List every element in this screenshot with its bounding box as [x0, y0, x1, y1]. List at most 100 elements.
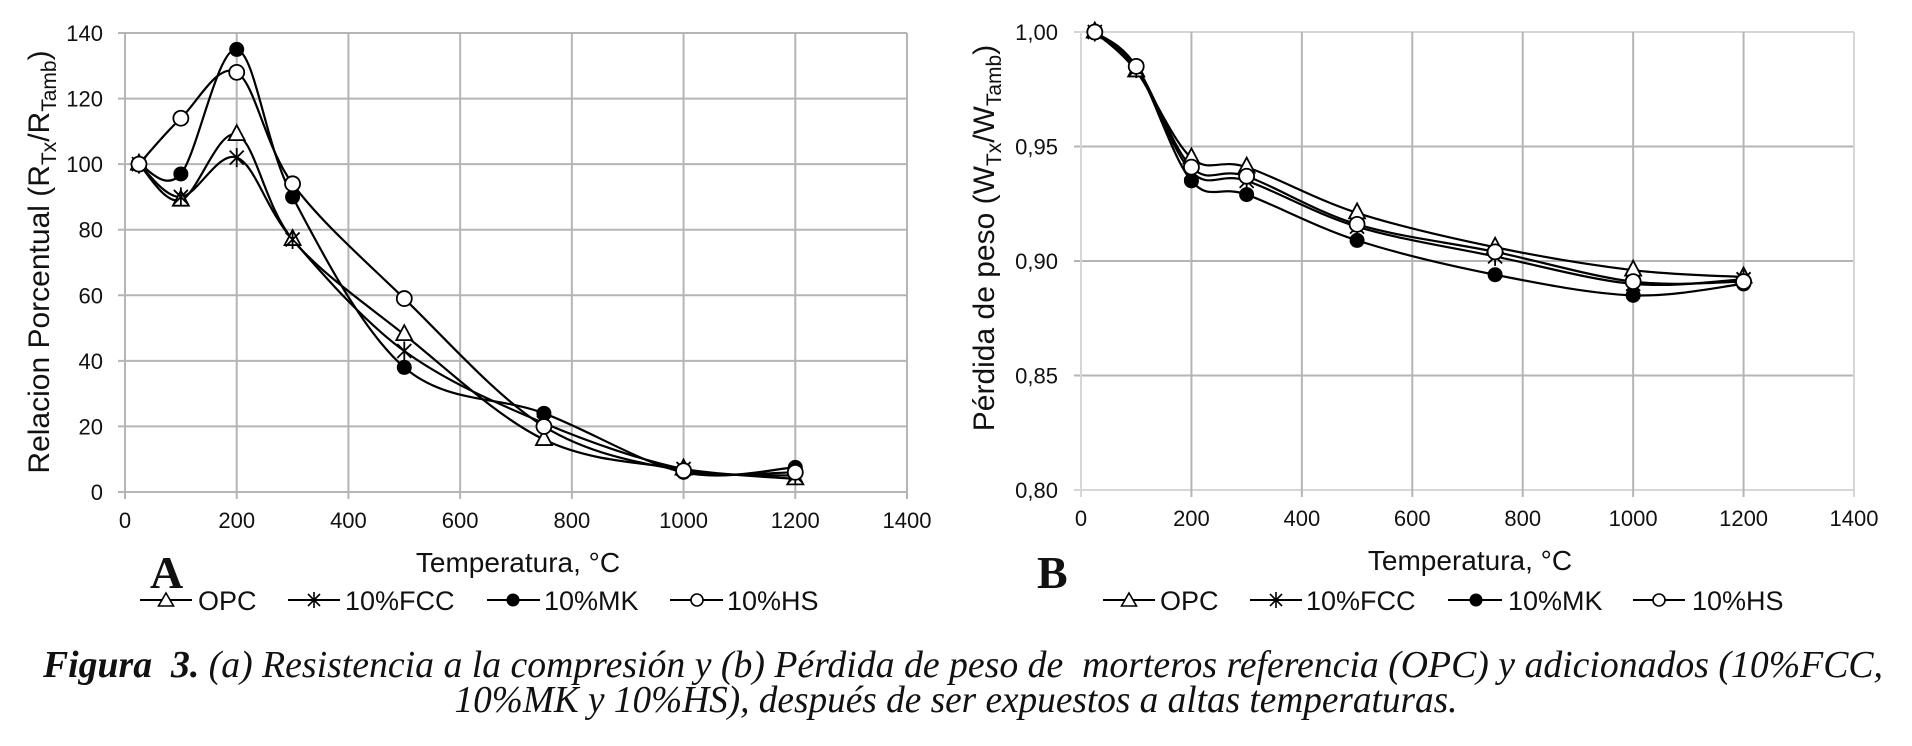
open-triangle-icon [534, 428, 554, 446]
y-tick-label: 140 [66, 21, 103, 46]
star-icon [284, 230, 301, 250]
y-title-main: Pérdida de peso (W [968, 165, 1001, 431]
marker-10hs-100 [1127, 57, 1145, 75]
x-tick-label: 200 [1173, 506, 1210, 531]
x-tick-label: 1000 [659, 508, 708, 533]
open-circle-icon [1624, 273, 1642, 291]
legend-item-10hs: 10%HS [1633, 586, 1784, 616]
chart-b-plot-area: 0 200 400 600 800 1000 1200 1400 0,80 0,85 0,90 0,9… [1015, 20, 1878, 531]
chart-a-x-axis-title: Temperatura, °C [416, 547, 620, 578]
open-circle-icon [228, 63, 246, 81]
legend-item-10mk: 10%MK [1448, 586, 1603, 616]
marker-opc-200 [227, 123, 247, 142]
marker-10fcc-300 [284, 230, 301, 250]
x-tick-label: 1200 [771, 508, 820, 533]
star-icon [173, 187, 189, 207]
series-markers [1085, 20, 1754, 303]
marker-10hs-25 [130, 155, 148, 173]
filled-circle-icon [229, 41, 245, 57]
open-circle-icon [1652, 593, 1666, 607]
marker-10hs-750 [1486, 243, 1504, 261]
legend-label: 10%HS [727, 586, 819, 616]
star-icon [396, 341, 412, 361]
y-title-end: ) [968, 45, 1001, 55]
filled-circle-icon [285, 189, 301, 205]
marker-10hs-750 [535, 418, 553, 435]
y-title-main: Relacion Porcentual (R [23, 165, 56, 473]
star-icon [229, 148, 245, 168]
legend-item-opc: OPC [140, 586, 257, 616]
series-line-10hs [138, 69, 796, 476]
marker-opc-750 [534, 428, 554, 446]
open-circle-icon [1238, 167, 1256, 185]
open-triangle-icon [157, 591, 175, 607]
open-circle-icon [395, 290, 413, 307]
x-tick-labels: 0 200 400 600 800 1000 1200 1400 [1075, 506, 1879, 531]
y-title-subscript-1: Tx [983, 142, 1006, 166]
open-circle-icon [1127, 57, 1145, 75]
chart-b-panel-label: B [1037, 547, 1068, 598]
series-line-10fcc [138, 155, 796, 477]
series-line-10mk [1094, 31, 1744, 297]
filled-circle-icon [506, 593, 520, 607]
x-tick-label: 1000 [1609, 506, 1658, 531]
marker-10hs-1000 [675, 462, 692, 480]
legend-item-10hs: 10%HS [670, 586, 819, 616]
y-tick-label: 1,00 [1015, 20, 1058, 45]
y-tick-label: 80 [79, 218, 103, 243]
series-line-10mk [138, 48, 796, 477]
legend-label: OPC [198, 586, 257, 616]
y-tick-label: 0,80 [1015, 478, 1058, 503]
star-icon [1269, 592, 1283, 608]
open-circle-icon [1486, 243, 1504, 261]
legend-item-opc: OPC [1103, 586, 1219, 616]
x-tick-label: 800 [553, 508, 590, 533]
marker-10hs-1200 [786, 463, 804, 481]
marker-10hs-500 [1348, 215, 1366, 233]
marker-10fcc-200 [229, 148, 245, 168]
x-tick-label: 400 [330, 508, 367, 533]
legend-label: 10%MK [1508, 586, 1603, 616]
filled-circle-icon [1183, 173, 1199, 189]
x-tick-label: 0 [1075, 506, 1087, 531]
chart-a-plot-area: 0 200 400 600 800 1000 1200 1400 0 20 40 60 80 100 120… [66, 21, 931, 533]
caption-line-1: Figura 3. (a) Resistencia a la compresió… [42, 644, 1883, 686]
series-lines [138, 48, 796, 480]
caption-line-2: 10%MK y 10%HS), después de ser expuestos… [455, 679, 1458, 721]
x-tick-label: 600 [1394, 506, 1431, 531]
x-tick-label: 0 [119, 508, 131, 533]
marker-10mk-300 [1239, 187, 1255, 203]
filled-circle-icon [536, 405, 552, 421]
y-tick-label: 120 [66, 87, 103, 112]
marker-10hs-1200 [1735, 273, 1752, 291]
y-tick-labels: 0,80 0,85 0,90 0,95 1,00 [1015, 20, 1058, 503]
open-circle-icon [1348, 215, 1366, 233]
gridlines [1074, 31, 1855, 497]
marker-10hs-1000 [1624, 273, 1642, 291]
chart-a-y-axis-title: Relacion Porcentual (RTx/RTamb) [23, 50, 61, 473]
marker-10mk-500 [1349, 232, 1365, 248]
open-circle-icon [690, 593, 704, 607]
marker-10mk-300 [285, 189, 301, 205]
caption-line-1-text: (a) Resistencia a la compresión y (b) Pé… [199, 644, 1883, 686]
marker-10mk-200 [229, 41, 245, 57]
y-title-subscript-1: Tx [38, 141, 61, 165]
legend-label: 10%FCC [1306, 586, 1416, 616]
legend-label: 10%FCC [345, 586, 455, 616]
chart-b-weight-loss: 0 200 400 600 800 1000 1200 1400 0,80 0,85 0,90 0,9… [968, 20, 1878, 616]
gridlines [118, 32, 908, 499]
y-title-mid: /W [968, 105, 1001, 142]
marker-10mk-100 [173, 166, 189, 182]
x-tick-label: 600 [442, 508, 479, 533]
y-tick-label: 0,95 [1015, 135, 1058, 160]
open-circle-icon [1183, 158, 1200, 176]
chart-b-y-axis-title: Pérdida de peso (WTx/WTamb) [968, 45, 1006, 431]
open-circle-icon [535, 418, 553, 435]
marker-10mk-750 [536, 405, 552, 421]
legend-label: 10%HS [1692, 586, 1784, 616]
open-circle-icon [786, 463, 804, 481]
marker-10mk-200 [1183, 173, 1199, 189]
legend-label: 10%MK [544, 586, 639, 616]
x-tick-label: 800 [1504, 506, 1541, 531]
